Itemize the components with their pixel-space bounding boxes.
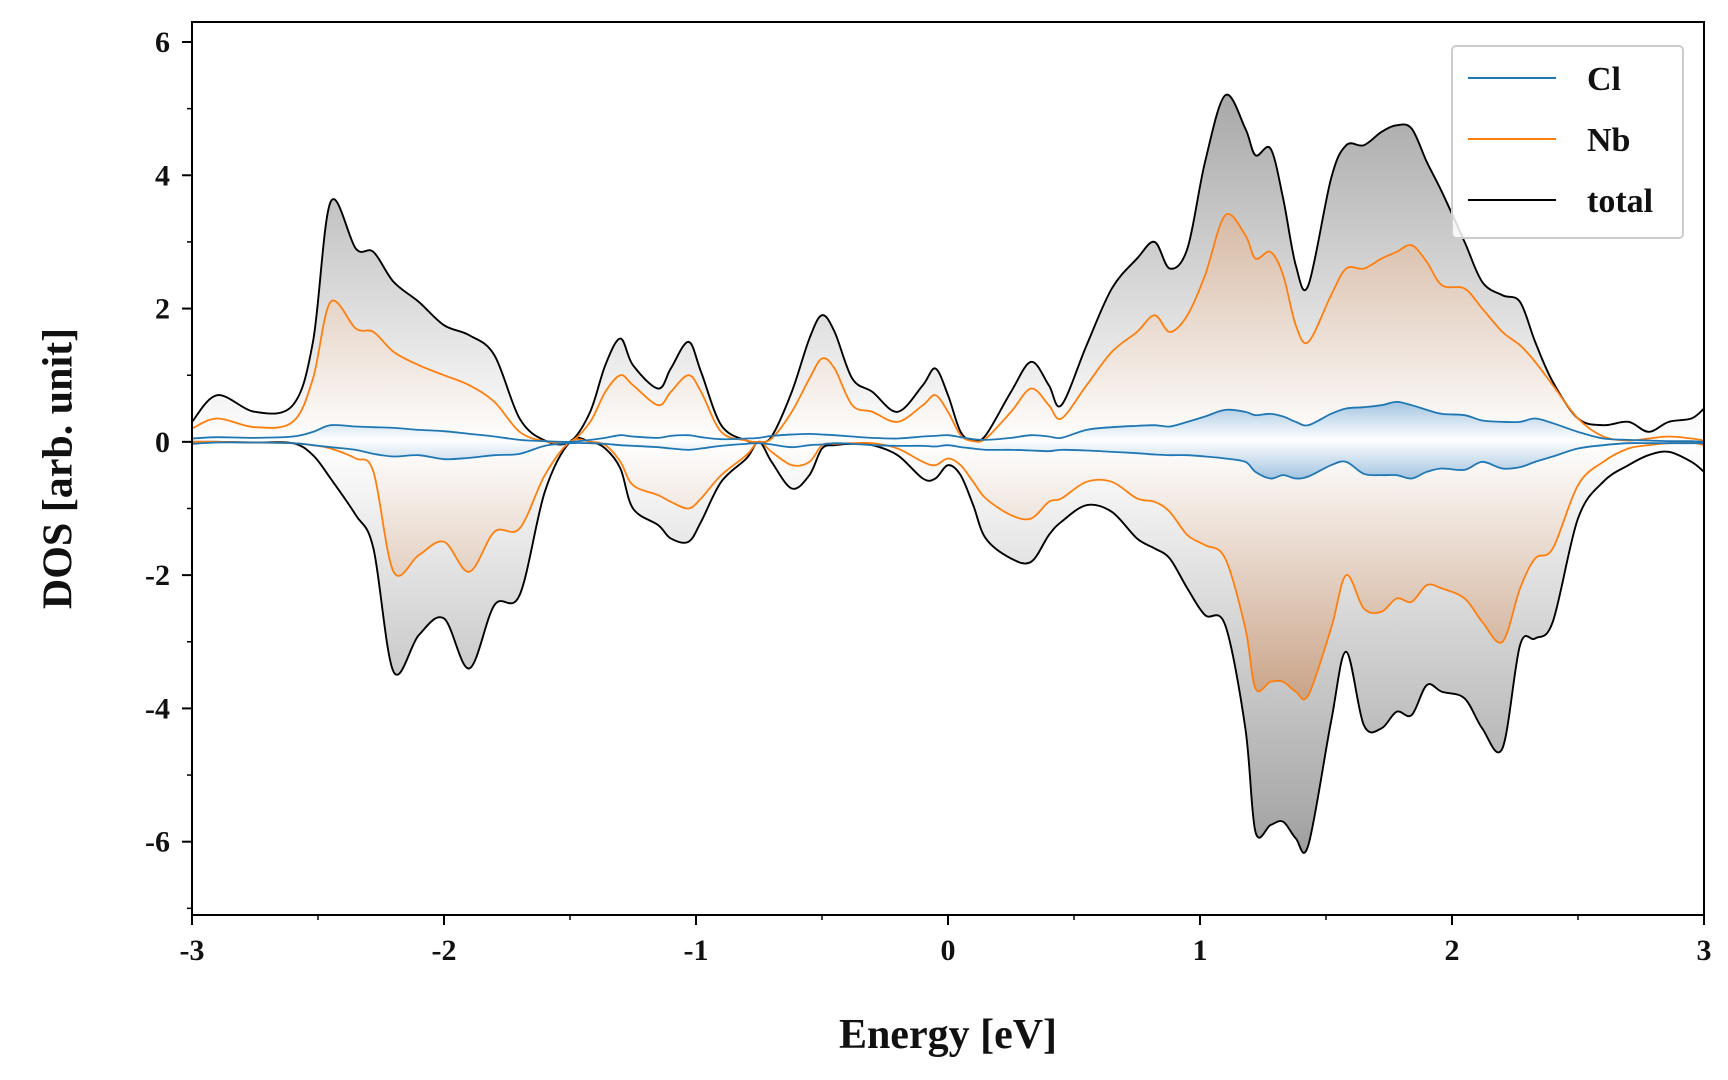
y-tick-label: 6 bbox=[155, 26, 170, 59]
legend-label-cl: Cl bbox=[1587, 61, 1621, 98]
legend-box bbox=[1451, 45, 1684, 239]
series-lines bbox=[191, 93, 1705, 854]
line-cl-down bbox=[191, 441, 1704, 480]
line-cl-up bbox=[191, 400, 1705, 443]
x-tick-label: -2 bbox=[432, 934, 457, 967]
x-tick-label: 3 bbox=[1697, 934, 1712, 967]
fill-cl-down bbox=[192, 441, 1704, 479]
line-nb-up bbox=[191, 213, 1705, 445]
legend-label-total: total bbox=[1587, 183, 1653, 220]
y-tick-label: -2 bbox=[145, 559, 170, 592]
y-tick-label: -6 bbox=[145, 826, 170, 859]
x-tick-label: 0 bbox=[941, 934, 956, 967]
x-tick-label: -3 bbox=[180, 934, 205, 967]
y-tick-label: 0 bbox=[155, 426, 170, 459]
legend: Cl Nb total bbox=[1451, 45, 1684, 239]
x-tick-label: -1 bbox=[684, 934, 709, 967]
legend-label-nb: Nb bbox=[1587, 122, 1630, 159]
y-tick-label: 4 bbox=[155, 159, 170, 192]
y-axis-title: DOS [arb. unit] bbox=[36, 328, 82, 609]
y-tick-label: -4 bbox=[145, 692, 170, 725]
fill-nb-down bbox=[192, 439, 1704, 700]
axis-ticks: -3 -2 -1 0 1 2 3 -6 -4 -2 0 2 4 6 bbox=[145, 26, 1712, 967]
fill-cl-up bbox=[192, 401, 1704, 442]
y-tick-label: 2 bbox=[155, 293, 170, 326]
fill-nb-up bbox=[192, 213, 1704, 444]
x-axis-title: Energy [eV] bbox=[839, 1012, 1057, 1058]
line-nb-down bbox=[191, 438, 1705, 701]
line-total-down bbox=[191, 436, 1705, 854]
x-tick-label: 1 bbox=[1193, 934, 1208, 967]
x-tick-label: 2 bbox=[1445, 934, 1460, 967]
